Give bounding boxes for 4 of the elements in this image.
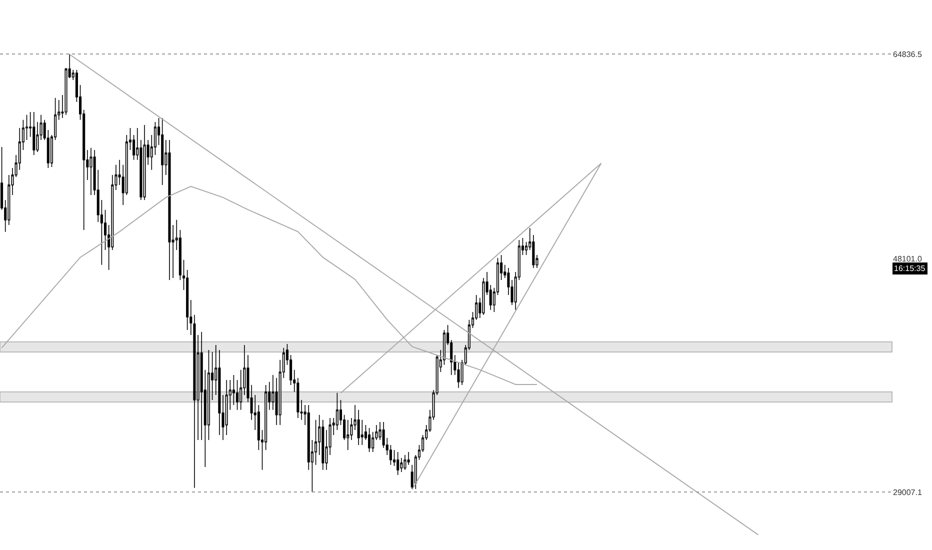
y-tick-label: 48101.0 [893, 254, 922, 264]
y-tick-label: 29007.1 [893, 488, 922, 497]
y-tick-label: 64836.5 [893, 50, 922, 59]
text: 16:15:35 [894, 264, 926, 273]
